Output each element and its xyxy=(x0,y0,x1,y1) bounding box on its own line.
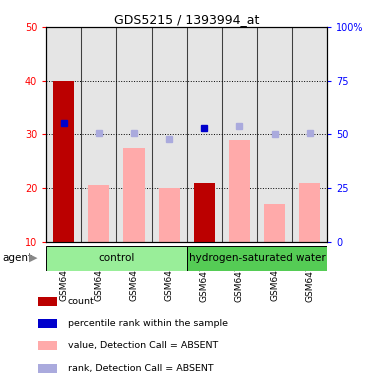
Bar xyxy=(38,364,57,373)
Bar xyxy=(257,27,292,242)
Bar xyxy=(152,27,187,242)
Text: agent: agent xyxy=(2,253,32,263)
Text: percentile rank within the sample: percentile rank within the sample xyxy=(67,319,228,328)
Text: value, Detection Call = ABSENT: value, Detection Call = ABSENT xyxy=(67,341,218,350)
Bar xyxy=(38,297,57,306)
Bar xyxy=(229,140,250,242)
Text: rank, Detection Call = ABSENT: rank, Detection Call = ABSENT xyxy=(67,364,213,373)
Text: count: count xyxy=(67,297,94,306)
Text: control: control xyxy=(98,253,135,263)
Bar xyxy=(264,204,285,242)
Bar xyxy=(89,185,109,242)
Bar xyxy=(46,246,187,271)
Bar xyxy=(194,183,215,242)
Bar xyxy=(38,341,57,350)
Bar xyxy=(53,81,74,242)
Bar xyxy=(187,27,222,242)
Title: GDS5215 / 1393994_at: GDS5215 / 1393994_at xyxy=(114,13,259,26)
Bar xyxy=(222,27,257,242)
Bar xyxy=(299,183,320,242)
Bar xyxy=(159,188,180,242)
Bar xyxy=(292,27,327,242)
Bar xyxy=(38,319,57,328)
Bar xyxy=(81,27,116,242)
Bar xyxy=(116,27,152,242)
Text: hydrogen-saturated water: hydrogen-saturated water xyxy=(189,253,325,263)
Bar xyxy=(46,27,81,242)
Text: ▶: ▶ xyxy=(29,253,37,263)
Bar xyxy=(124,148,145,242)
Bar xyxy=(187,246,327,271)
